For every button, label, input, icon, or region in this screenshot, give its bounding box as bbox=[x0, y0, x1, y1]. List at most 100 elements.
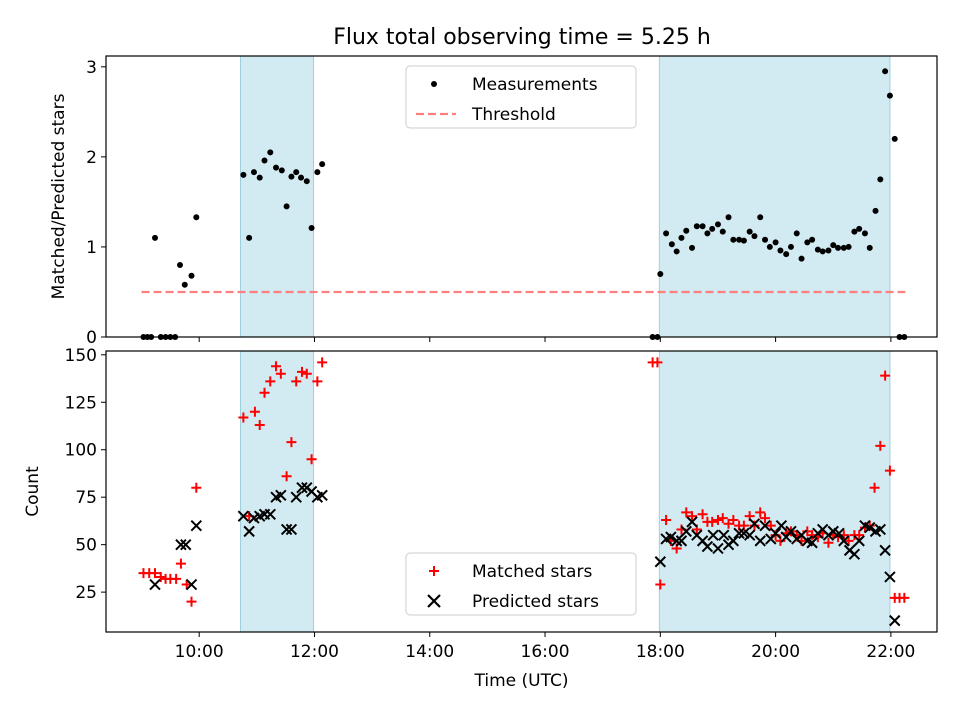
measurement-point bbox=[308, 225, 315, 232]
plot-frame bbox=[105, 350, 938, 633]
ratio-panel: 0 1 2 3 Matched/Predicted stars Measurements T… bbox=[49, 55, 938, 348]
legend-marker bbox=[429, 566, 439, 576]
matched-star-point bbox=[749, 520, 760, 531]
x-axis-label: Time (UTC) bbox=[474, 671, 569, 691]
matched-star-point bbox=[149, 568, 160, 579]
y-tick-label: 25 bbox=[75, 583, 97, 603]
predicted-star-point bbox=[185, 578, 198, 591]
measurement-point bbox=[693, 223, 700, 230]
matched-star-point bbox=[171, 573, 182, 584]
matched-star-point bbox=[717, 513, 728, 524]
legend-label: Matched stars bbox=[472, 562, 592, 582]
measurement-point bbox=[181, 281, 188, 288]
matched-star-point bbox=[249, 406, 260, 417]
measurement-point bbox=[819, 248, 826, 255]
predicted-star-point bbox=[180, 538, 192, 551]
y-axis-label: Matched/Predicted stars bbox=[49, 93, 69, 299]
measurement-point bbox=[766, 243, 773, 250]
y-tick-label: 3 bbox=[86, 58, 97, 78]
predicted-star-point bbox=[718, 529, 730, 541]
predicted-star-point bbox=[775, 519, 788, 532]
measurement-point bbox=[787, 243, 794, 250]
measurement-point bbox=[740, 237, 747, 244]
measurement-point bbox=[689, 244, 696, 251]
legend-box bbox=[405, 552, 637, 616]
measurement-point bbox=[861, 230, 868, 237]
matched-star-point bbox=[254, 420, 265, 431]
measurement-point bbox=[886, 92, 893, 99]
shaded-interval bbox=[659, 56, 890, 337]
y-tick-label: 150 bbox=[65, 346, 97, 366]
measurement-point bbox=[856, 225, 863, 232]
measurement-point bbox=[668, 241, 675, 248]
y-axis-label: Count bbox=[23, 466, 43, 517]
legend-marker bbox=[427, 594, 441, 608]
y-tick-label: 125 bbox=[65, 393, 97, 413]
legend: Measurements Threshold bbox=[405, 65, 637, 129]
predicted-star-point bbox=[701, 540, 714, 553]
matched-star-point bbox=[687, 511, 698, 522]
measurement-point bbox=[261, 157, 268, 164]
measurement-point bbox=[814, 246, 821, 253]
predicted-star-point bbox=[727, 535, 740, 547]
x-tick-label: 18:00 bbox=[636, 642, 685, 662]
measurement-point bbox=[719, 228, 726, 235]
measurement-point bbox=[151, 234, 158, 241]
measurement-point bbox=[804, 239, 811, 246]
shaded-interval bbox=[659, 351, 890, 632]
measurement-point bbox=[246, 234, 253, 241]
measurement-point bbox=[256, 174, 263, 181]
predicted-star-point bbox=[712, 542, 724, 555]
predicted-star-point bbox=[884, 571, 896, 583]
y-tick-label: 100 bbox=[65, 441, 97, 461]
count-panel: 25 50 75 100 125 150 10:00 12:00 14:00 16:00 18:00… bbox=[23, 346, 938, 691]
legend-label: Measurements bbox=[472, 75, 598, 95]
measurement-point bbox=[704, 230, 711, 237]
measurement-point bbox=[657, 270, 664, 277]
measurement-point bbox=[298, 174, 305, 181]
matched-star-point bbox=[899, 592, 910, 603]
x-tick-label: 22:00 bbox=[866, 642, 915, 662]
measurement-point bbox=[319, 161, 326, 168]
measurement-point bbox=[736, 236, 743, 243]
measurement-point bbox=[746, 228, 753, 235]
measurement-point bbox=[283, 203, 290, 210]
matched-star-point bbox=[864, 520, 875, 531]
predicted-star-point bbox=[670, 535, 683, 547]
measurement-point bbox=[314, 169, 321, 176]
matched-star-point bbox=[884, 465, 895, 476]
measurement-point bbox=[809, 236, 816, 243]
predicted-star-point bbox=[838, 535, 850, 547]
matched-star-point bbox=[296, 366, 307, 377]
legend: Matched stars Predicted stars bbox=[405, 552, 637, 616]
predicted-star-point bbox=[754, 535, 766, 547]
legend-box bbox=[405, 65, 637, 129]
predicted-star-point bbox=[759, 519, 771, 532]
predicted-star-point bbox=[848, 548, 861, 560]
predicted-star-point bbox=[654, 556, 667, 568]
predicted-star-point bbox=[665, 531, 677, 543]
matched-star-point bbox=[306, 454, 317, 465]
x-tick-label: 10:00 bbox=[175, 642, 224, 662]
measurement-point bbox=[293, 169, 300, 176]
matched-star-point bbox=[681, 507, 692, 518]
matched-star-point bbox=[652, 357, 663, 368]
measurement-point bbox=[793, 230, 800, 237]
matched-star-point bbox=[186, 596, 197, 607]
measurement-point bbox=[872, 207, 879, 214]
measurement-point bbox=[845, 243, 852, 250]
matched-star-point bbox=[843, 535, 854, 546]
y-tick-label: 50 bbox=[75, 536, 97, 556]
measurement-point bbox=[683, 227, 690, 234]
predicted-star-point bbox=[290, 491, 302, 503]
predicted-star-point bbox=[707, 529, 719, 541]
measurement-point bbox=[267, 149, 274, 156]
y-tick-label: 0 bbox=[86, 328, 97, 348]
predicted-star-point bbox=[264, 508, 276, 520]
measurement-point bbox=[714, 221, 721, 228]
predicted-star-point bbox=[889, 614, 901, 627]
matched-star-point bbox=[175, 558, 186, 569]
measurement-point bbox=[673, 248, 680, 255]
y-tick-label: 1 bbox=[86, 238, 97, 258]
